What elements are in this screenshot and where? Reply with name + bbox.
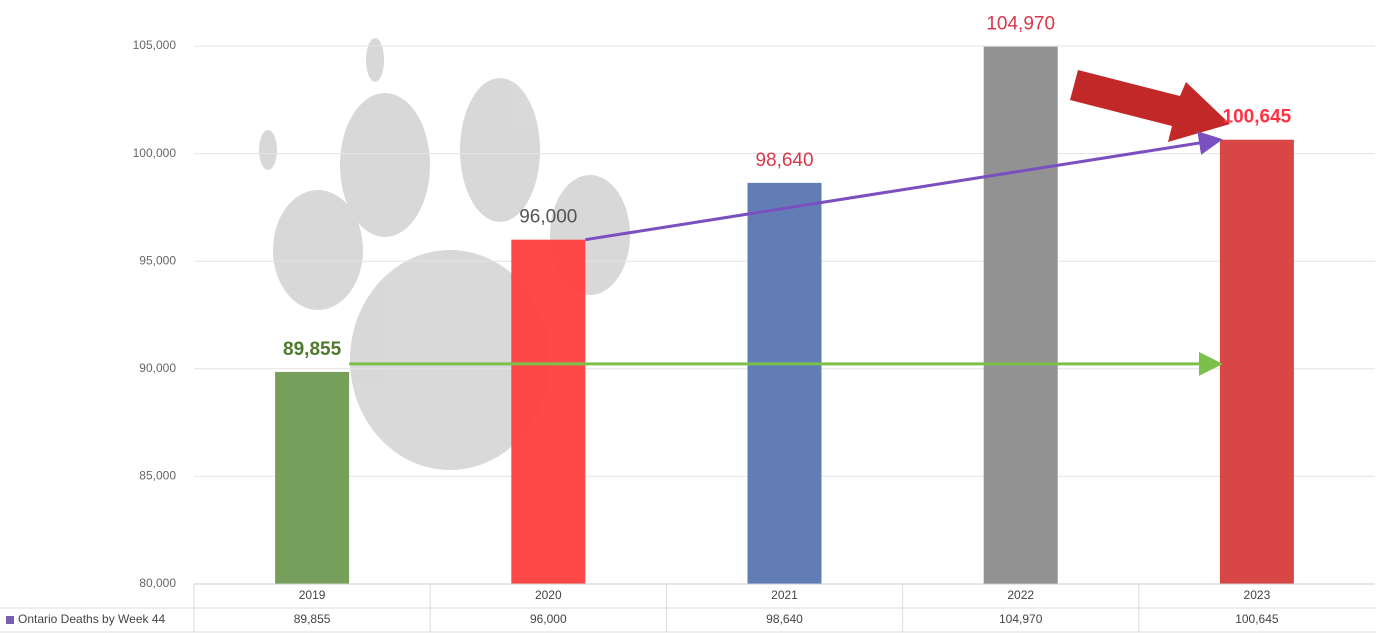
data-label: 100,645 xyxy=(1223,107,1292,128)
table-value: 104,970 xyxy=(999,612,1043,626)
legend-swatch xyxy=(6,616,14,624)
paw-decoration xyxy=(259,38,630,470)
x-tick-label: 2022 xyxy=(1007,588,1034,602)
y-tick-label: 105,000 xyxy=(133,38,177,52)
x-tick-label: 2021 xyxy=(771,588,798,602)
y-tick-label: 95,000 xyxy=(139,253,176,267)
bar xyxy=(747,182,822,585)
table-value: 100,645 xyxy=(1235,612,1279,626)
red-arrow-decoration xyxy=(1070,70,1230,142)
bar xyxy=(511,239,586,584)
x-tick-label: 2023 xyxy=(1244,588,1271,602)
bar xyxy=(275,371,350,584)
table-value: 98,640 xyxy=(766,612,803,626)
y-tick-label: 90,000 xyxy=(139,361,176,375)
y-tick-label: 85,000 xyxy=(139,469,176,483)
data-label: 104,970 xyxy=(986,14,1055,35)
data-label: 96,000 xyxy=(519,207,577,228)
y-tick-label: 80,000 xyxy=(139,576,176,590)
table-value: 89,855 xyxy=(294,612,331,626)
x-tick-label: 2019 xyxy=(299,588,326,602)
bar xyxy=(983,46,1058,584)
data-label: 89,855 xyxy=(283,339,342,360)
data-label: 98,640 xyxy=(755,150,813,171)
table-value: 96,000 xyxy=(530,612,567,626)
bar xyxy=(1219,139,1294,584)
legend-label: Ontario Deaths by Week 44 xyxy=(18,612,166,626)
x-tick-label: 2020 xyxy=(535,588,562,602)
y-tick-label: 100,000 xyxy=(133,146,177,160)
trend-arrow xyxy=(585,131,1223,242)
